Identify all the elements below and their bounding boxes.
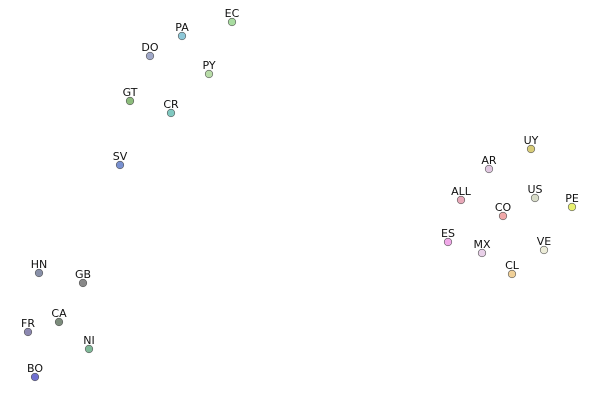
point-label-do: DO	[141, 41, 158, 54]
point-py	[204, 69, 214, 79]
point-ec	[227, 17, 237, 27]
point-label-cr: CR	[163, 98, 179, 111]
point-bo	[30, 372, 40, 382]
point-label-ni: NI	[83, 334, 94, 347]
point-do	[145, 51, 155, 61]
point-label-all: ALL	[451, 185, 472, 198]
point-label-mx: MX	[473, 238, 490, 251]
point-uy	[526, 144, 536, 154]
point-label-fr: FR	[21, 317, 35, 330]
point-label-gt: GT	[123, 86, 138, 99]
point-hn	[34, 268, 44, 278]
point-es	[443, 237, 453, 247]
point-gt	[125, 96, 135, 106]
point-us	[530, 193, 540, 203]
point-pe	[567, 202, 577, 212]
point-label-cl: CL	[505, 259, 520, 272]
point-label-pa: PA	[175, 21, 189, 34]
point-ve	[539, 245, 549, 255]
point-sv	[115, 160, 125, 170]
point-mx	[477, 248, 487, 258]
point-all	[456, 195, 466, 205]
point-label-py: PY	[202, 59, 215, 72]
point-fr	[23, 327, 33, 337]
point-label-hn: HN	[31, 258, 48, 271]
point-label-es: ES	[441, 227, 455, 240]
point-label-gb: GB	[75, 268, 91, 281]
point-cr	[166, 108, 176, 118]
point-label-ec: EC	[225, 7, 240, 20]
point-label-bo: BO	[27, 362, 43, 375]
point-gb	[78, 278, 88, 288]
point-ca	[54, 317, 64, 327]
point-co	[498, 211, 508, 221]
point-label-pe: PE	[565, 192, 579, 205]
point-label-ca: CA	[51, 307, 67, 320]
point-ni	[84, 344, 94, 354]
point-label-uy: UY	[524, 134, 539, 147]
chart-labels: EC PA DO PY GT CR SV HN GB CA FR NI BO UY AR ALL US PE CO E…	[21, 7, 579, 375]
chart-marks	[23, 17, 577, 382]
point-pa	[177, 31, 187, 41]
point-cl	[507, 269, 517, 279]
point-label-ar: AR	[481, 154, 497, 167]
point-ar	[484, 164, 494, 174]
point-label-sv: SV	[113, 150, 128, 163]
point-label-co: CO	[495, 201, 512, 214]
point-label-us: US	[527, 183, 542, 196]
point-label-ve: VE	[537, 235, 552, 248]
